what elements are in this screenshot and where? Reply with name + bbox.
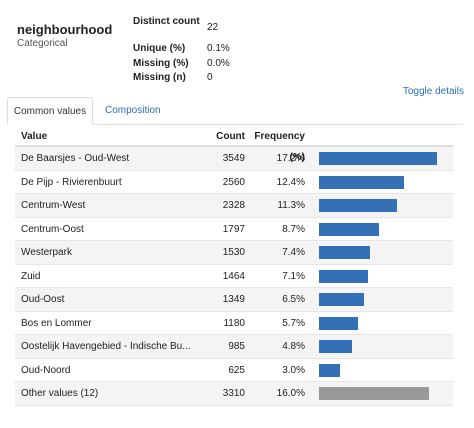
frequency-bar	[319, 152, 437, 165]
table-row: De Pijp - Rivierenbuurt 2560 12.4%	[15, 170, 453, 194]
tab-common-values[interactable]: Common values	[7, 97, 93, 125]
frequency-bar	[319, 340, 352, 353]
stat-value: 0	[207, 72, 213, 83]
cell-value: Oostelijk Havengebied - Indische Bu...	[21, 341, 191, 352]
frequency-bar	[319, 293, 364, 306]
cell-frequency: 7.1%	[282, 270, 305, 282]
stat-label: Distinct count	[133, 16, 200, 27]
table-row: Centrum-Oost 1797 8.7%	[15, 217, 453, 241]
cell-value: Centrum-West	[21, 200, 86, 211]
stat-value: 0.1%	[207, 43, 230, 54]
cell-bar	[305, 335, 453, 358]
header-frequency: Frequency (%)	[254, 131, 305, 163]
frequency-bar-other	[319, 387, 429, 400]
cell-value: Other values (12)	[21, 388, 99, 399]
cell-frequency: 17.2%	[276, 153, 305, 164]
cell-frequency: 11.3%	[277, 200, 305, 211]
cell-bar	[305, 171, 453, 194]
table-row: Oostelijk Havengebied - Indische Bu... 98…	[15, 335, 453, 359]
stat-row-distinct: Distinct count 22	[133, 16, 230, 42]
tab-bar: Common values Composition	[7, 97, 463, 125]
cell-value: Westerpark	[21, 247, 72, 258]
cell-count: 3310	[222, 388, 245, 399]
cell-count: 3549	[222, 153, 245, 164]
cell-count: 1797	[222, 223, 245, 235]
cell-bar	[305, 382, 453, 405]
tab-composition[interactable]: Composition	[105, 105, 161, 116]
cell-bar	[305, 288, 453, 311]
table-header: Value Count Frequency (%)	[15, 126, 453, 163]
variable-type: Categorical	[17, 38, 68, 49]
header-bar	[305, 126, 453, 145]
cell-bar	[305, 218, 453, 241]
cell-count: 1530	[222, 247, 245, 258]
stats-table: Distinct count 22 Unique (%) 0.1% Missin…	[133, 16, 230, 86]
cell-value: Oud-Oost	[21, 294, 65, 305]
cell-bar	[305, 265, 453, 288]
stat-row-missing-pct: Missing (%) 0.0%	[133, 57, 230, 72]
table-row: Oud-Noord 625 3.0%	[15, 358, 453, 382]
cell-bar	[305, 359, 453, 382]
cell-count: 2560	[222, 176, 245, 188]
cell-count: 1464	[222, 270, 245, 282]
cell-value: Zuid	[21, 270, 41, 282]
frequency-bar	[319, 269, 368, 283]
cell-frequency: 4.8%	[282, 341, 305, 352]
cell-value: De Pijp - Rivierenbuurt	[21, 176, 122, 188]
cell-frequency: 6.5%	[282, 294, 305, 305]
table-row: Bos en Lommer 1180 5.7%	[15, 311, 453, 335]
table-row: Other values (12) 3310 16.0%	[15, 382, 453, 406]
stat-value: 0.0%	[207, 57, 230, 69]
table-row: Zuid 1464 7.1%	[15, 264, 453, 288]
cell-value: Centrum-Oost	[21, 223, 84, 235]
cell-count: 2328	[222, 200, 245, 211]
cell-value: Bos en Lommer	[21, 317, 92, 329]
cell-value: Oud-Noord	[21, 364, 71, 376]
stat-row-unique: Unique (%) 0.1%	[133, 42, 230, 57]
cell-value: De Baarsjes - Oud-West	[21, 153, 130, 164]
cell-frequency: 8.7%	[282, 223, 305, 235]
stat-row-missing-n: Missing (n) 0	[133, 71, 230, 86]
table-row: De Baarsjes - Oud-West 3549 17.2%	[15, 147, 453, 171]
frequency-bar	[319, 316, 358, 330]
variable-name: neighbourhood	[17, 22, 113, 37]
table-body: De Baarsjes - Oud-West 3549 17.2% De Pijp -…	[15, 147, 453, 406]
cell-frequency: 5.7%	[282, 317, 305, 329]
common-values-table: Value Count Frequency (%) De Baarsjes - …	[15, 126, 453, 406]
cell-count: 1349	[222, 294, 245, 305]
cell-frequency: 12.4%	[276, 176, 305, 188]
table-row: Westerpark 1530 7.4%	[15, 241, 453, 265]
cell-count: 1180	[223, 317, 245, 329]
cell-bar	[305, 241, 453, 264]
cell-frequency: 16.0%	[276, 388, 305, 399]
header-count: Count	[216, 131, 245, 142]
frequency-bar	[319, 222, 379, 236]
cell-bar	[305, 147, 453, 170]
frequency-bar	[319, 246, 370, 259]
stat-label: Missing (n)	[133, 72, 186, 83]
header-value: Value	[21, 131, 48, 142]
stat-value: 22	[207, 22, 219, 33]
table-row: Oud-Oost 1349 6.5%	[15, 288, 453, 312]
frequency-bar	[319, 175, 404, 189]
cell-bar	[305, 194, 453, 217]
cell-frequency: 3.0%	[282, 364, 305, 376]
stat-label: Missing (%)	[133, 57, 189, 69]
cell-count: 985	[228, 341, 245, 352]
frequency-bar	[319, 199, 397, 212]
cell-count: 625	[228, 364, 245, 376]
cell-bar	[305, 312, 453, 335]
frequency-bar	[319, 363, 340, 377]
cell-frequency: 7.4%	[282, 247, 305, 258]
stat-label: Unique (%)	[133, 43, 186, 54]
toggle-details-link[interactable]: Toggle details	[402, 86, 464, 97]
table-row: Centrum-West 2328 11.3%	[15, 194, 453, 218]
